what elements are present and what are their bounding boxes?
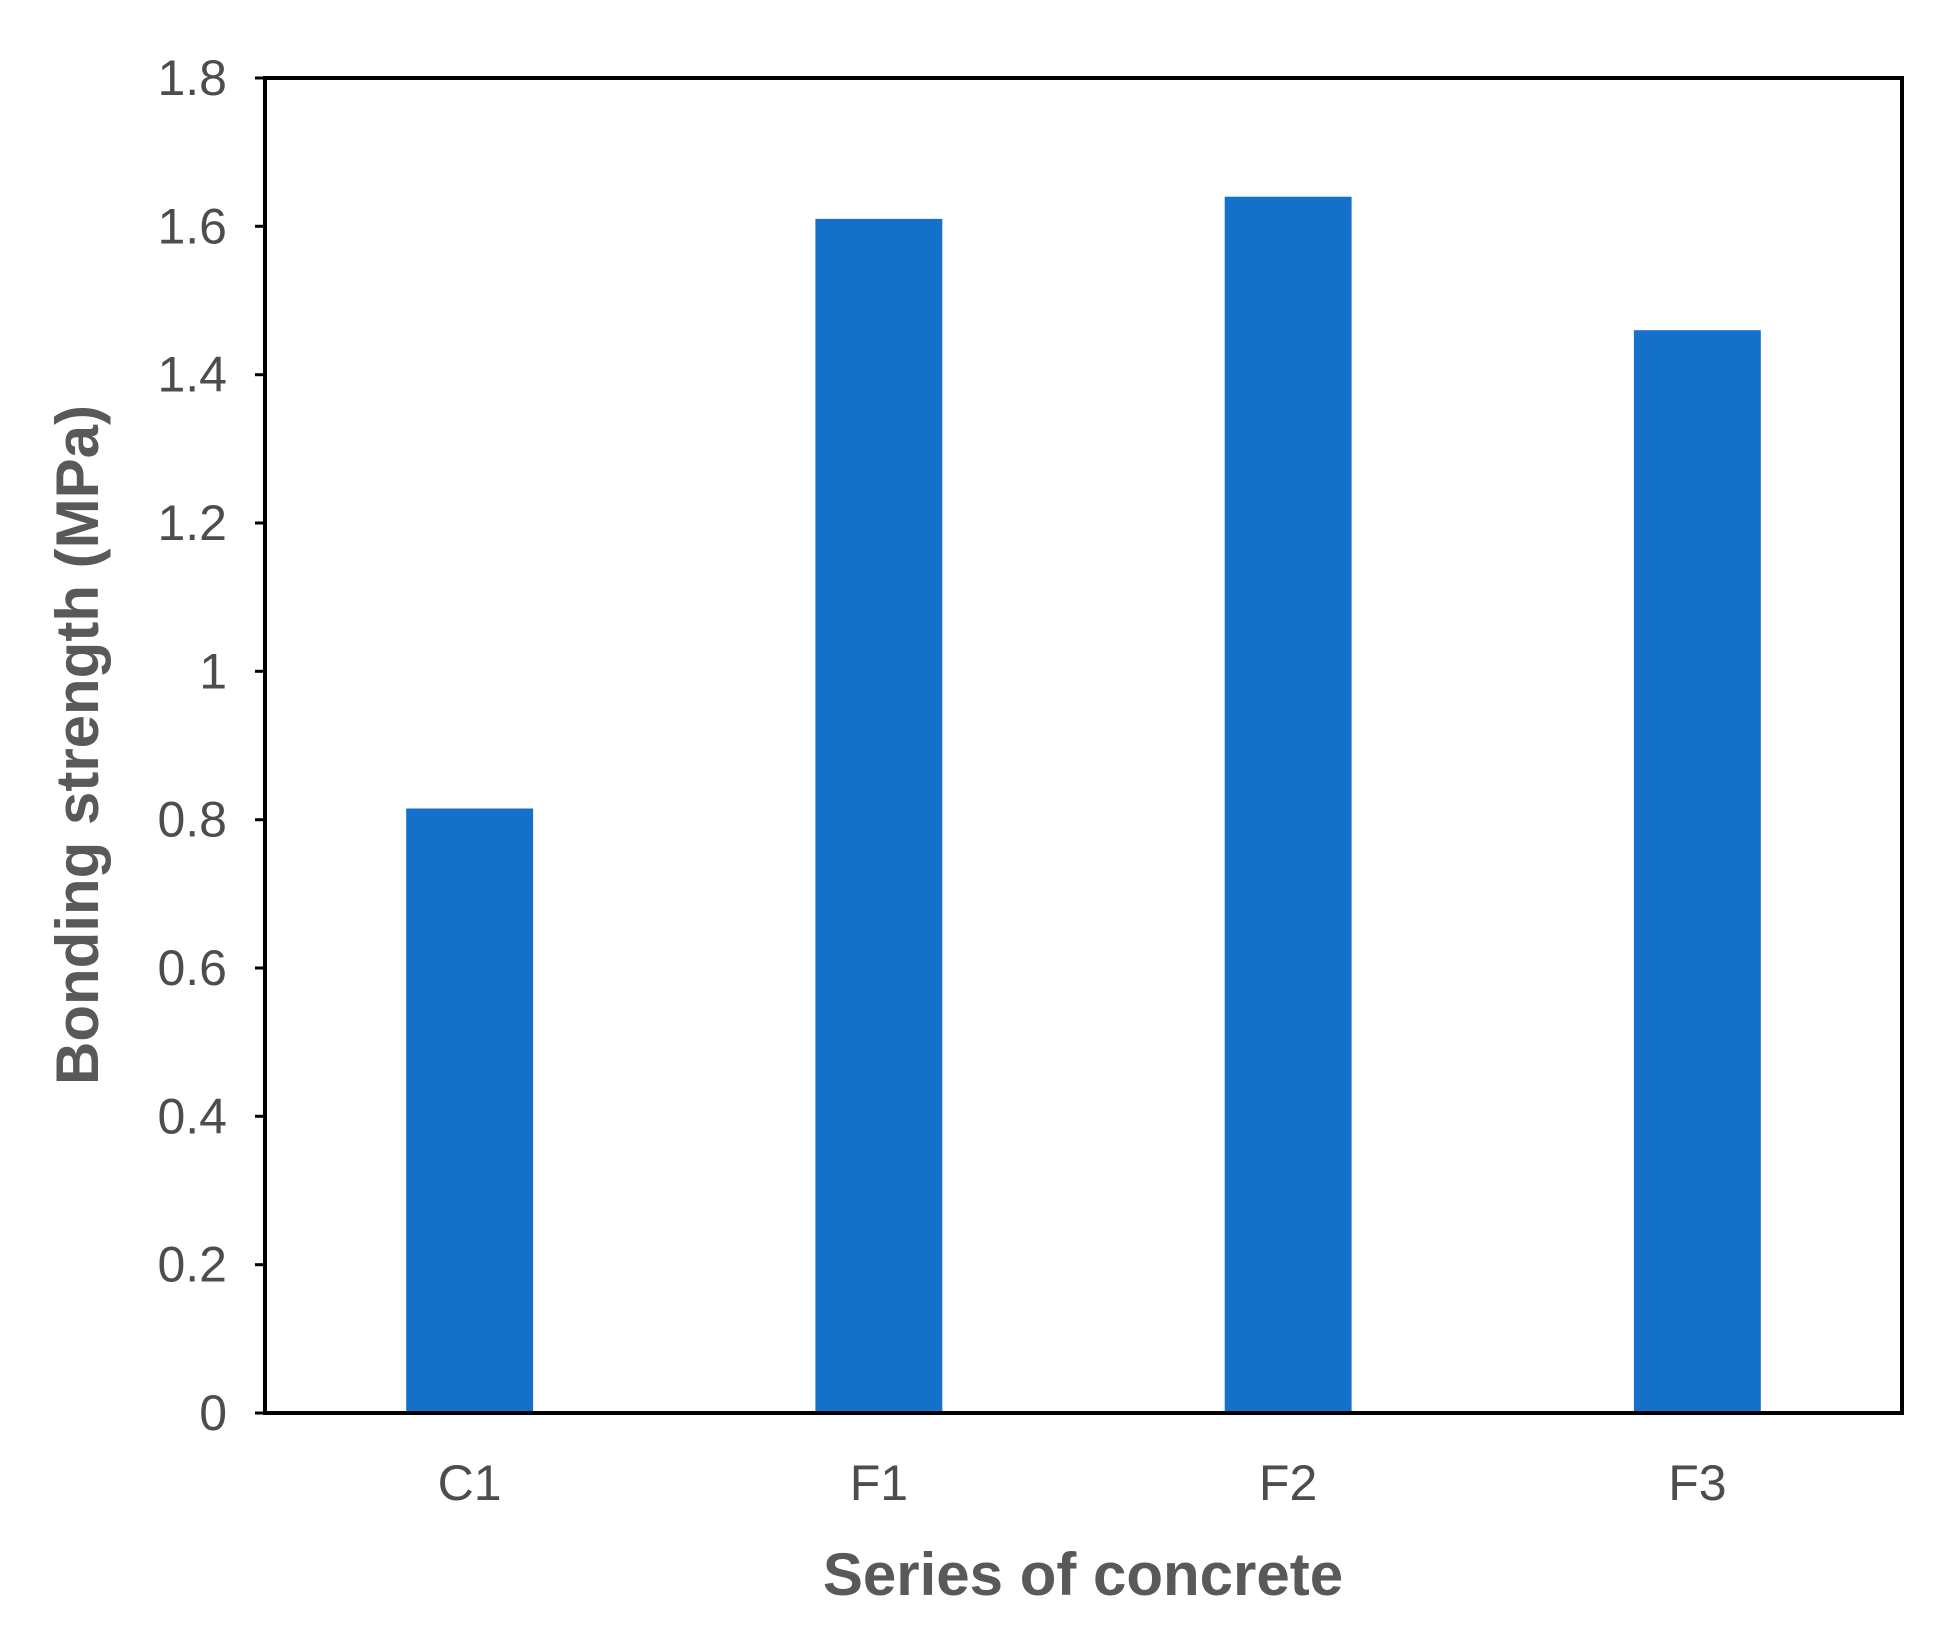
bars [406, 196, 1761, 1414]
x-tick-label-f3: F3 [1668, 1455, 1726, 1511]
y-tick-label: 1 [199, 643, 227, 699]
y-tick-label: 1.8 [157, 50, 227, 106]
y-tick-label: 0.8 [157, 792, 227, 848]
x-axis-title: Series of concrete [823, 1541, 1343, 1608]
bar-f2 [1224, 196, 1352, 1414]
y-tick-label: 0 [199, 1385, 227, 1441]
x-tick-label-f1: F1 [850, 1455, 908, 1511]
y-axis-ticks: 0 0.2 0.4 0.6 0.8 1 1.2 1.4 1.6 1.8 [157, 50, 265, 1441]
bar-c1 [406, 808, 534, 1413]
y-tick-label: 0.2 [157, 1237, 227, 1293]
plot-frame [263, 76, 1904, 1415]
y-axis-title: Bonding strength (MPa) [44, 405, 111, 1085]
y-tick-label: 1.4 [157, 347, 227, 403]
bar-f1 [815, 218, 943, 1413]
y-tick-label: 0.6 [157, 940, 227, 996]
y-tick-label: 1.6 [157, 198, 227, 254]
x-axis-ticks: C1 F1 F2 F3 [438, 1455, 1727, 1511]
x-tick-label-f2: F2 [1259, 1455, 1317, 1511]
y-tick-label: 0.4 [157, 1088, 227, 1144]
x-tick-label-c1: C1 [438, 1455, 502, 1511]
bar-f3 [1633, 330, 1761, 1414]
y-tick-label: 1.2 [157, 495, 227, 551]
